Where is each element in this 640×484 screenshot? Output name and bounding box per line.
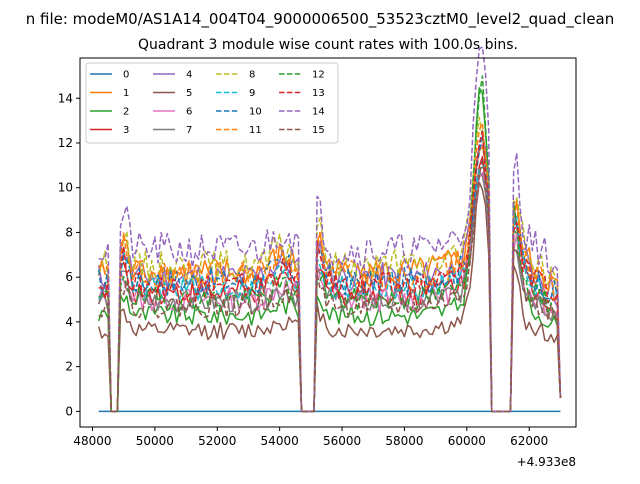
x-tick-label: 54000 <box>261 434 299 448</box>
legend-label-6: 6 <box>186 107 192 118</box>
legend-label-8: 8 <box>249 70 255 81</box>
series-line-6 <box>98 171 562 413</box>
y-tick-label: 12 <box>58 136 73 150</box>
series-line-7 <box>98 170 562 413</box>
legend-label-9: 9 <box>249 88 255 99</box>
legend-label-4: 4 <box>186 70 192 81</box>
x-tick-label: 62000 <box>510 434 548 448</box>
series-line-11 <box>98 122 562 413</box>
series-line-13 <box>98 130 562 413</box>
x-tick-label: 60000 <box>448 434 486 448</box>
series-line-2 <box>98 87 562 413</box>
legend-label-13: 13 <box>312 88 325 99</box>
legend-box <box>85 62 339 144</box>
series-line-14 <box>98 46 562 413</box>
legend-label-1: 1 <box>123 88 129 99</box>
x-tick-label: 50000 <box>136 434 174 448</box>
legend-label-14: 14 <box>312 107 325 118</box>
legend-label-10: 10 <box>249 107 262 118</box>
legend-label-5: 5 <box>186 88 192 99</box>
x-tick-label: 52000 <box>198 434 236 448</box>
x-tick-label: 48000 <box>73 434 111 448</box>
y-tick-label: 6 <box>65 270 73 284</box>
x-tick-label: 58000 <box>385 434 423 448</box>
legend-label-12: 12 <box>312 70 325 81</box>
legend-label-0: 0 <box>123 70 129 81</box>
series-line-5 <box>97 181 562 413</box>
y-tick-label: 8 <box>65 225 73 239</box>
legend-label-2: 2 <box>123 107 129 118</box>
figure-suptitle: n file: modeM0/AS1A14_004T04_9000006500_… <box>26 10 615 29</box>
series-line-15 <box>98 159 562 413</box>
y-tick-label: 2 <box>65 360 73 374</box>
y-tick-label: 0 <box>65 404 73 418</box>
y-tick-label: 10 <box>58 181 73 195</box>
legend-label-3: 3 <box>123 125 129 136</box>
legend-label-15: 15 <box>312 125 325 136</box>
chart-title: Quadrant 3 module wise count rates with … <box>138 37 518 53</box>
series-line-8 <box>98 116 562 413</box>
legend-label-7: 7 <box>186 125 192 136</box>
plot-area-frame <box>79 57 577 428</box>
y-tick-label: 4 <box>65 315 73 329</box>
series-line-12 <box>98 75 562 413</box>
x-tick-label: 56000 <box>323 434 361 448</box>
x-axis-offset-label: +4.933e8 <box>517 455 576 469</box>
legend-label-11: 11 <box>249 125 262 136</box>
y-tick-label: 14 <box>58 91 73 105</box>
